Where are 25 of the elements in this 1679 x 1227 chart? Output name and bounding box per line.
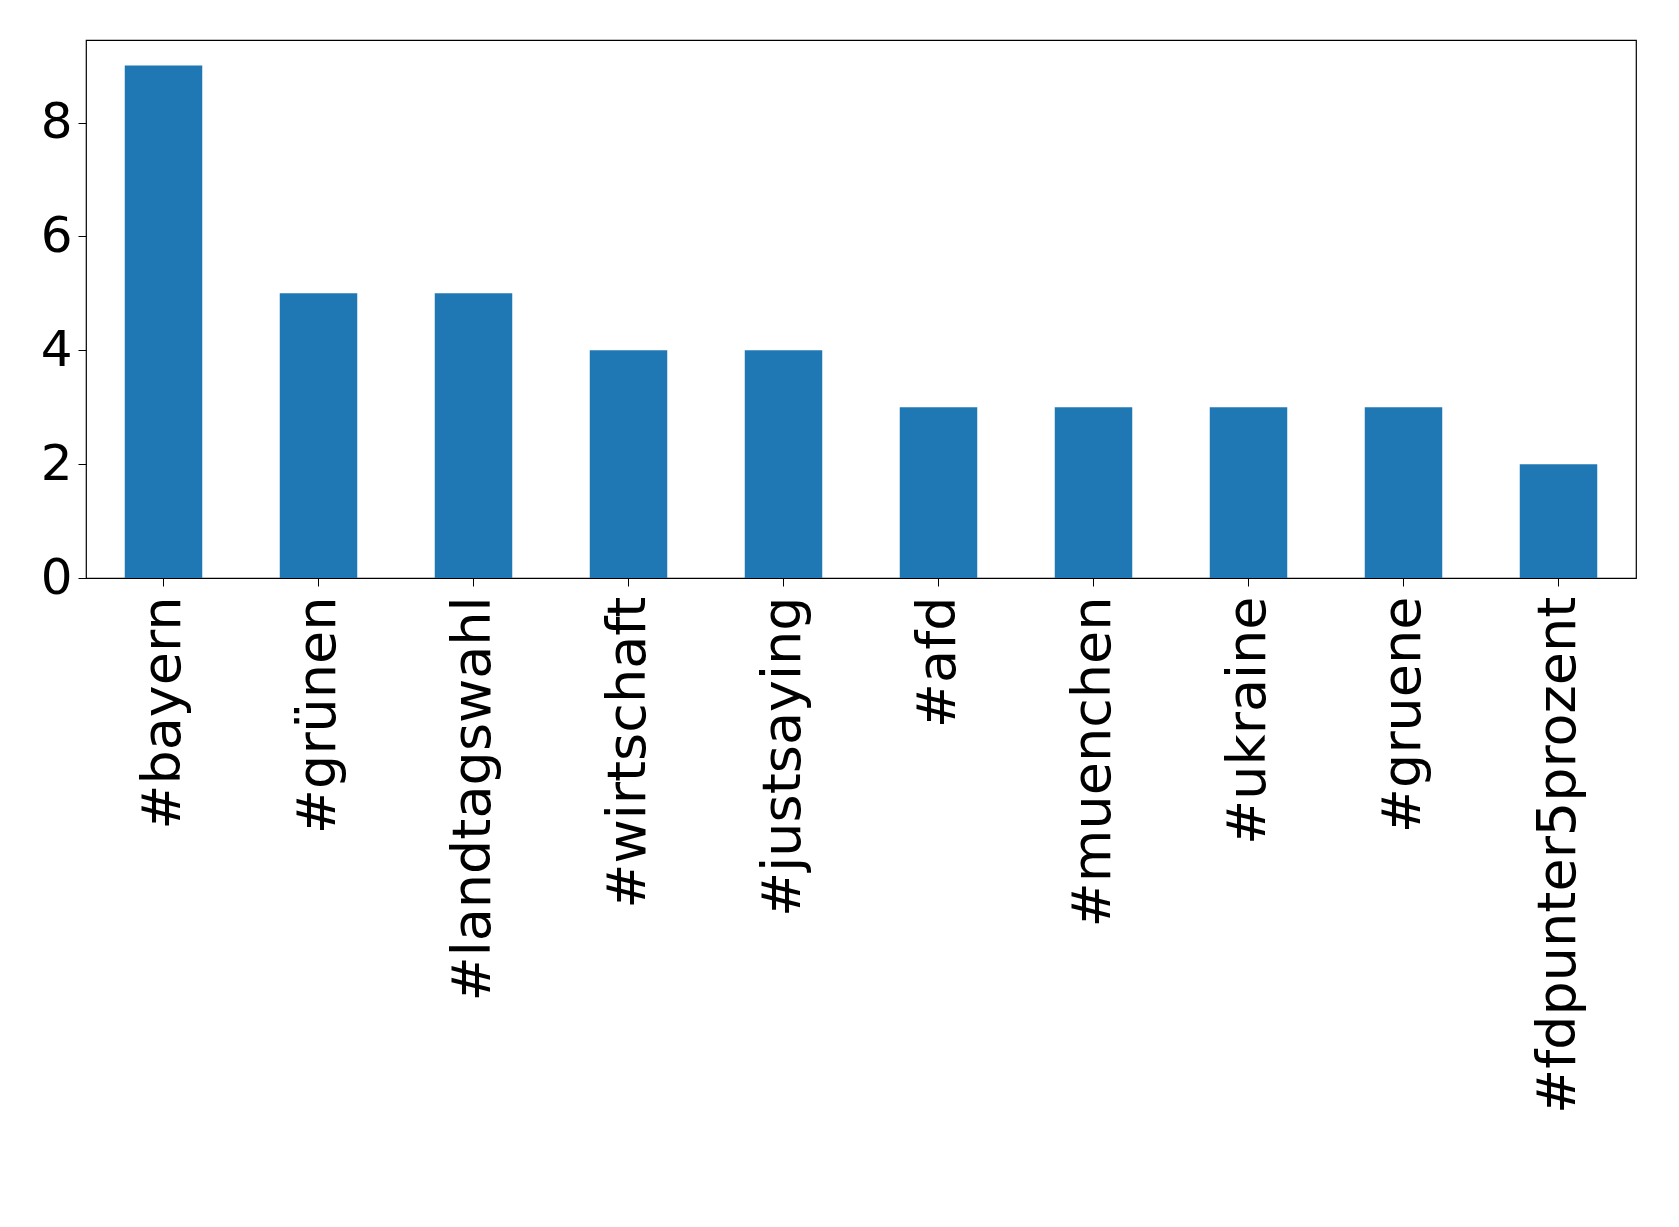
bar [744,350,823,578]
y-tick-label: 0 [40,547,73,606]
bar [279,293,358,578]
bar [1519,464,1598,578]
bar [1209,407,1288,578]
y-tick-label: 8 [40,92,73,151]
bar [589,350,668,578]
x-tick-label: #justsaying [749,596,813,917]
bar [899,407,978,578]
x-tick-label: #muenchen [1059,596,1123,928]
x-tick-label: #grünen [284,596,348,835]
bar [1054,407,1133,578]
bar [1364,407,1443,578]
x-tick-label: #afd [904,596,968,729]
x-tick-label: #ukraine [1214,596,1278,845]
x-tick-label: #gruene [1369,596,1433,834]
y-tick-label: 4 [40,319,73,378]
y-tick-label: 2 [40,433,73,492]
x-tick-label: #wirtschaft [594,596,658,909]
x-tick-label: #bayern [129,596,193,830]
x-tick-label: #fdpunter5prozent [1524,596,1588,1115]
y-tick-label: 6 [40,205,73,264]
bar [124,65,203,578]
x-tick-label: #landtagswahl [439,596,503,1002]
bar [434,293,513,578]
